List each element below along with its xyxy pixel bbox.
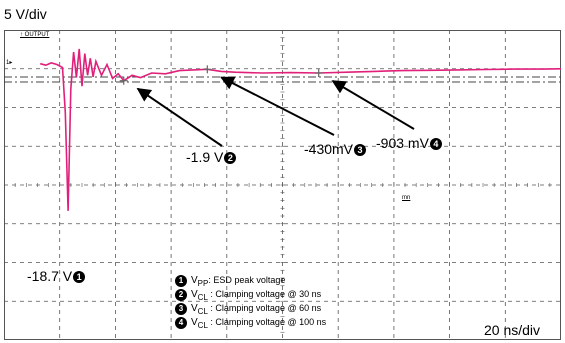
legend-text: : ESD peak voltage bbox=[208, 275, 286, 285]
annotation-100ns: -903 mV 4 bbox=[376, 135, 442, 151]
legend-number: 2 bbox=[175, 288, 187, 301]
legend-text: : Clamping voltage @ 30 ns bbox=[207, 289, 322, 299]
legend-subscript: CL bbox=[197, 320, 208, 330]
channel-tag: ↑ OUTPUT bbox=[20, 32, 50, 38]
legend-row: 1 VPP: ESD peak voltage bbox=[175, 273, 326, 288]
legend-symbol: V bbox=[191, 289, 198, 300]
legend-symbol: V bbox=[191, 317, 198, 328]
legend-row: 4 VCL : Clamping voltage @ 100 ns bbox=[175, 315, 327, 330]
marker-tag: mn bbox=[402, 195, 411, 201]
legend-subscript: CL bbox=[197, 306, 208, 316]
annotation-peak-value: -18.7 V bbox=[27, 268, 73, 284]
vertical-scale-label: 5 V/div bbox=[4, 6, 47, 22]
legend-number: 1 bbox=[175, 274, 187, 287]
legend-number: 3 bbox=[175, 302, 187, 315]
annotation-arrow bbox=[331, 80, 415, 130]
annotation-arrow bbox=[220, 76, 335, 136]
ground-marker: 1▸ bbox=[6, 60, 13, 66]
annotation-arrow bbox=[136, 87, 223, 147]
legend: 1 VPP: ESD peak voltage 2 VCL : Clamping v… bbox=[175, 273, 327, 330]
legend-symbol: V bbox=[191, 303, 198, 314]
voltage-trace bbox=[39, 48, 561, 211]
annotation-100ns-number: 4 bbox=[429, 138, 442, 150]
annotation-60ns: -430mV 3 bbox=[304, 141, 367, 157]
legend-row: 2 VCL : Clamping voltage @ 30 ns bbox=[175, 287, 326, 302]
annotation-arrows bbox=[136, 76, 415, 147]
annotation-30ns-value: -1.9 V bbox=[186, 149, 224, 165]
legend-subscript: PP bbox=[197, 278, 209, 288]
cursor-lines bbox=[4, 76, 561, 83]
annotation-peak-number: 1 bbox=[73, 271, 86, 283]
annotation-60ns-number: 3 bbox=[354, 144, 367, 156]
legend-number: 4 bbox=[175, 316, 187, 329]
oscilloscope-screen: ↑ OUTPUT 1▸ mn bbox=[4, 30, 561, 340]
legend-symbol: V bbox=[191, 275, 198, 286]
measurement-markers bbox=[119, 65, 323, 85]
waveform-plot bbox=[4, 30, 561, 340]
legend-subscript: CL bbox=[197, 292, 208, 302]
annotation-100ns-value: -903 mV bbox=[376, 135, 429, 151]
horizontal-scale-label: 20 ns/div bbox=[484, 322, 541, 338]
annotation-60ns-value: -430mV bbox=[304, 141, 354, 157]
legend-text: : Clamping voltage @ 100 ns bbox=[207, 317, 327, 327]
legend-text: : Clamping voltage @ 60 ns bbox=[207, 303, 322, 313]
legend-row: 3 VCL : Clamping voltage @ 60 ns bbox=[175, 301, 326, 316]
annotation-30ns-number: 2 bbox=[224, 152, 237, 164]
